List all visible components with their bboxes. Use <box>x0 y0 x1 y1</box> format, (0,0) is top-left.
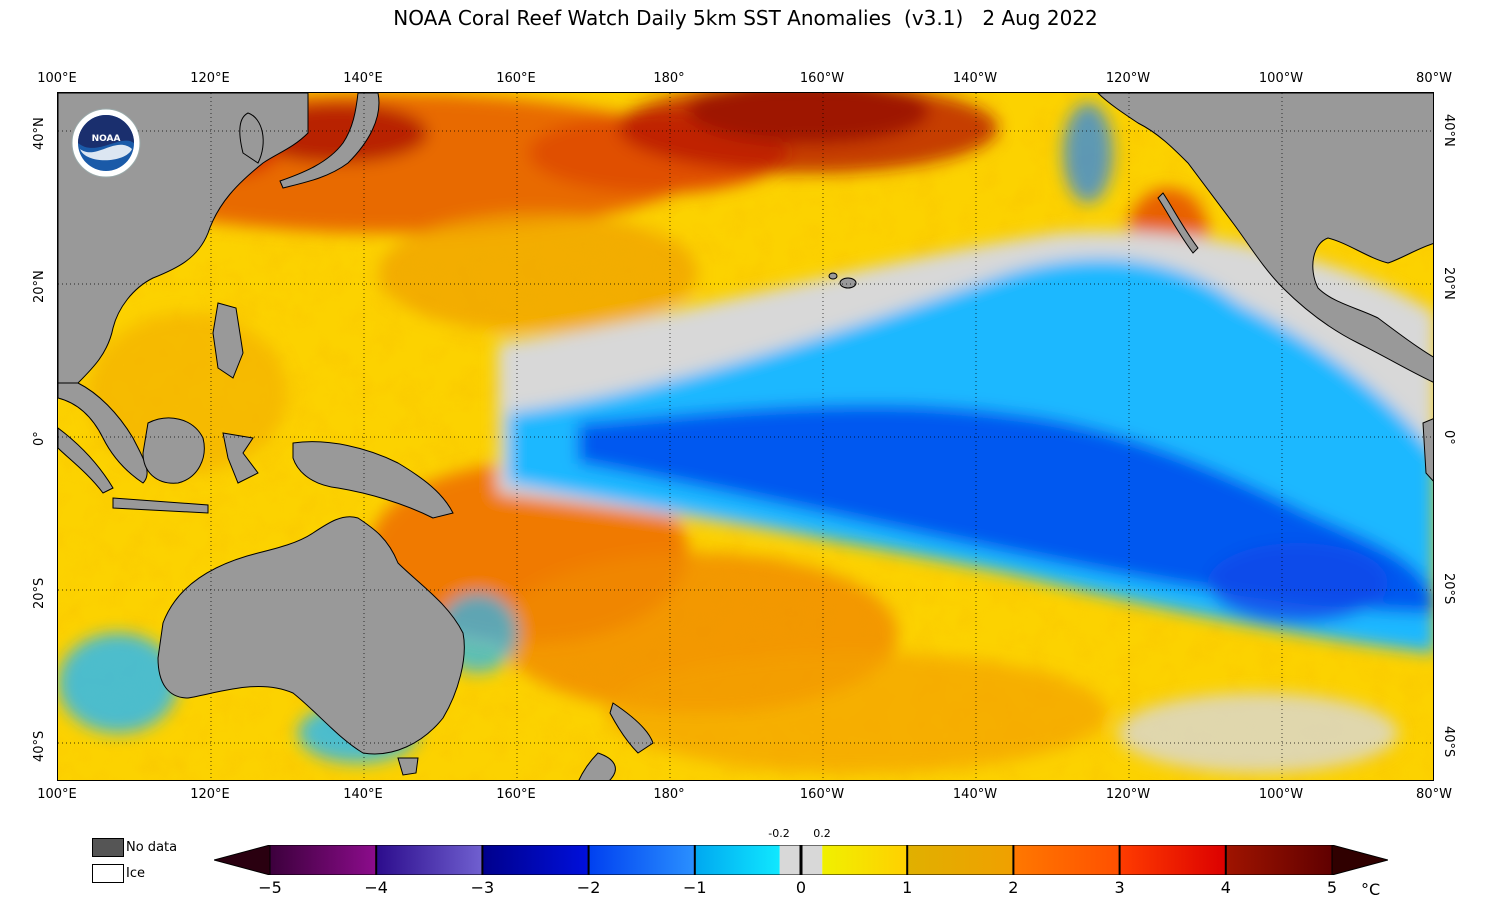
colorbar-unit: °C <box>1361 880 1381 899</box>
cold-region <box>578 404 1433 613</box>
south-america-landmass <box>1422 418 1433 482</box>
colorbar-tick-label: 2 <box>1008 878 1019 897</box>
lat-label: 40°S <box>1441 726 1456 758</box>
warm-region <box>608 653 1108 773</box>
anomaly-fields <box>58 93 1433 773</box>
cold-spot <box>1208 543 1388 623</box>
cool-patch <box>58 633 178 733</box>
new-zealand-landmass <box>578 702 654 780</box>
map-canvas: NOAA <box>58 93 1433 780</box>
lon-label: 140°E <box>343 787 383 802</box>
map-title: NOAA Coral Reef Watch Daily 5km SST Anom… <box>393 6 1098 30</box>
colorbar-small-tick: 0.2 <box>813 827 831 840</box>
lat-label: 0° <box>1441 430 1456 445</box>
lon-label: 180° <box>653 787 685 802</box>
graticule <box>58 93 1433 780</box>
lon-label: 180° <box>653 71 685 86</box>
colorbar-tick-label: 4 <box>1220 878 1231 897</box>
colorbar-border <box>269 845 1333 875</box>
colorbar-under <box>214 845 271 875</box>
lon-label: 100°W <box>1258 787 1304 802</box>
colorbar-tick-label: −5 <box>258 878 282 897</box>
cool-patch <box>1063 103 1113 203</box>
japan-landmass <box>279 93 380 189</box>
colorbar-segment <box>694 845 780 875</box>
sumatra-landmass <box>58 427 114 494</box>
colorbar-tick-label: −4 <box>364 878 388 897</box>
borneo-landmass <box>142 417 205 484</box>
colorbar-tick-label: −1 <box>683 878 707 897</box>
colorbar-tick-label: 0 <box>795 878 807 897</box>
cool-patch <box>1118 693 1398 773</box>
lon-label: 120°W <box>1105 71 1151 86</box>
colorbar <box>214 845 1388 875</box>
australia-landmass <box>157 516 465 755</box>
lon-label: 120°E <box>190 71 230 86</box>
lon-label: 100°E <box>37 787 77 802</box>
indochina-landmass <box>58 382 148 484</box>
sst-anomaly-map[interactable]: NOAA <box>57 92 1434 781</box>
sulawesi-landmass <box>222 432 259 484</box>
lat-label: 20°N <box>1441 267 1456 300</box>
lon-label: 160°W <box>799 71 845 86</box>
lat-label: 40°S <box>32 730 47 762</box>
colorbar-segment <box>1013 845 1120 875</box>
colorbar-small-tick: -0.2 <box>768 827 790 840</box>
colorbar-segment <box>1119 845 1226 875</box>
hot-halo <box>618 93 998 173</box>
lat-label: 20°S <box>1441 573 1456 605</box>
north-america-landmass <box>1097 93 1433 383</box>
cool-patch <box>1018 288 1158 358</box>
lon-label: 160°E <box>496 787 536 802</box>
lat-label: 40°N <box>32 117 47 150</box>
korea-landmass <box>239 112 264 164</box>
lat-label: 20°N <box>32 270 47 303</box>
no-data-swatch <box>92 838 124 857</box>
lon-label: 140°W <box>952 71 998 86</box>
noaa-logo: NOAA <box>71 108 141 178</box>
colorbar-over <box>1331 845 1388 875</box>
colorbar-tick-label: −3 <box>470 878 495 897</box>
colorbar-segment <box>1225 845 1332 875</box>
lon-label: 100°W <box>1258 71 1304 86</box>
ice-label: Ice <box>126 866 145 881</box>
colorbar-tick-label: 5 <box>1326 878 1338 897</box>
ice-swatch <box>92 864 124 883</box>
lon-label: 120°E <box>190 787 230 802</box>
lon-label: 160°E <box>496 71 536 86</box>
hawaii-islands <box>828 272 857 289</box>
colorbar-segment <box>482 845 589 875</box>
new-guinea-landmass <box>292 441 454 519</box>
colorbar-tick-label: 1 <box>902 878 913 897</box>
lon-label: 80°W <box>1416 71 1452 86</box>
lon-label: 100°E <box>37 71 77 86</box>
svg-text:NOAA: NOAA <box>92 134 121 144</box>
java-landmass <box>112 497 209 514</box>
lat-label: 0° <box>32 431 47 446</box>
colorbar-tick-label: −2 <box>576 878 601 897</box>
colorbar-segment <box>376 845 483 875</box>
lon-label: 80°W <box>1416 787 1452 802</box>
colorbar-segment <box>270 845 377 875</box>
lon-label: 160°W <box>799 787 845 802</box>
lon-label: 120°W <box>1105 787 1151 802</box>
philippines-landmass <box>212 302 244 379</box>
tasmania-landmass <box>397 757 419 776</box>
lon-label: 140°E <box>343 71 383 86</box>
warm-region <box>378 213 698 333</box>
no-data-label: No data <box>126 840 178 855</box>
lat-label: 20°S <box>32 577 47 609</box>
baja-landmass <box>1157 192 1199 254</box>
colorbar-segment <box>822 845 908 875</box>
colorbar-tick-label: 3 <box>1114 878 1125 897</box>
colorbar-segment <box>907 845 1014 875</box>
lat-label: 40°N <box>1441 114 1456 147</box>
colorbar-segment <box>588 845 695 875</box>
lon-label: 140°W <box>952 787 998 802</box>
